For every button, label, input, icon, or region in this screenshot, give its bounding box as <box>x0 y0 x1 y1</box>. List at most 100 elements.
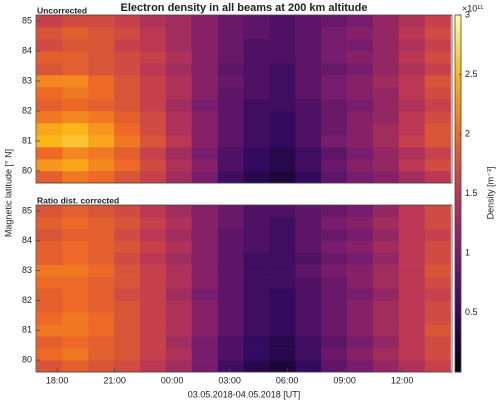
heatmap-cell <box>295 171 322 184</box>
colorbar-segment <box>455 205 461 212</box>
heatmap-cell <box>165 159 193 172</box>
heatmap-cell <box>62 228 89 242</box>
heatmap-cell <box>347 159 374 172</box>
heatmap-cell <box>62 135 89 148</box>
heatmap-cell <box>321 252 348 265</box>
heatmap-cell <box>217 205 244 218</box>
heatmap-cell <box>217 324 244 337</box>
heatmap-cell <box>424 276 451 289</box>
x-tick-label: 03:00 <box>218 375 241 385</box>
heatmap-cell <box>347 171 374 184</box>
heatmap-cell <box>36 312 63 325</box>
heatmap-cell <box>191 324 218 337</box>
colorbar-segment <box>455 360 461 367</box>
heatmap-cell <box>62 111 89 124</box>
y-tick-label: 84 <box>22 45 32 55</box>
heatmap-cell <box>398 27 425 40</box>
heatmap-cell <box>269 171 296 184</box>
heatmap-cell <box>217 147 244 160</box>
heatmap-cell <box>217 171 244 184</box>
heatmap-cell <box>243 147 270 160</box>
heatmap-cell <box>295 216 322 230</box>
heatmap-cell <box>321 228 348 242</box>
heatmap-cell <box>88 99 115 112</box>
heatmap-cell <box>88 159 115 172</box>
heatmap-cell <box>191 75 218 88</box>
heatmap-cell <box>36 39 63 52</box>
heatmap-cell <box>191 147 218 160</box>
heatmap-cell <box>243 27 270 40</box>
heatmap-cell <box>140 264 167 277</box>
colorbar-segment <box>455 187 461 194</box>
heatmap-cell <box>88 252 115 265</box>
heatmap-cell <box>140 75 167 88</box>
heatmap-cell <box>114 228 141 242</box>
heatmap-cell <box>140 216 167 230</box>
heatmap-cell <box>269 27 296 40</box>
heatmap-cell <box>36 159 63 172</box>
heatmap-cell <box>88 51 115 64</box>
heatmap-cell <box>62 288 89 301</box>
heatmap-cell <box>269 51 296 64</box>
x-tick-label: 06:00 <box>276 375 299 385</box>
heatmap-cell <box>36 228 63 242</box>
heatmap-cell <box>191 205 218 218</box>
heatmap-cell <box>398 99 425 112</box>
heatmap-cell <box>269 300 296 313</box>
x-tick-label: 00:00 <box>161 375 184 385</box>
heatmap-cell <box>140 288 167 301</box>
heatmap-cell <box>88 216 115 230</box>
heatmap-cell <box>88 264 115 277</box>
heatmap-cell <box>269 264 296 277</box>
heatmap-cell <box>269 336 296 349</box>
colorbar-tick-label: 3 <box>465 9 470 19</box>
heatmap-cell <box>295 205 322 218</box>
heatmap-cell <box>321 205 348 218</box>
colorbar-label: Density [m⁻³] <box>485 167 495 220</box>
heatmap-cell <box>36 336 63 349</box>
colorbar-segment <box>455 306 461 313</box>
heatmap-cell <box>424 27 451 40</box>
colorbar-segment <box>455 247 461 254</box>
y-tick-label: 82 <box>22 295 32 305</box>
colorbar-segment <box>455 110 461 117</box>
heatmap-cell <box>165 312 193 325</box>
heatmap-cell <box>372 264 400 277</box>
colorbar-segment <box>455 145 461 153</box>
heatmap-cell <box>217 312 244 325</box>
colorbar-segment <box>455 276 461 284</box>
heatmap-cell <box>62 336 89 349</box>
colorbar-exponent: ×10¹¹ <box>462 3 483 13</box>
heatmap-cell <box>114 27 141 40</box>
colorbar-segment <box>455 128 461 135</box>
heatmap-cell <box>295 252 322 265</box>
x-axis-label: 03.05.2018-04.05.2018 [UT] <box>188 389 301 399</box>
heatmap-cell <box>321 312 348 325</box>
colorbar-segment <box>455 175 461 183</box>
heatmap-cell <box>269 15 296 28</box>
heatmap-cell <box>398 159 425 172</box>
heatmap-cell <box>191 312 218 325</box>
heatmap-cell <box>372 171 400 184</box>
colorbar-segment <box>455 199 461 206</box>
colorbar-segment <box>455 235 461 242</box>
heatmap-cell <box>140 336 167 349</box>
heatmap-cell <box>114 348 141 361</box>
heatmap-cell <box>269 99 296 112</box>
heatmap-cell <box>372 51 400 64</box>
heatmap-cell <box>295 39 322 52</box>
heatmap-cell <box>36 135 63 148</box>
colorbar-segment <box>455 211 461 218</box>
heatmap-cell <box>295 360 322 373</box>
heatmap-cell <box>36 264 63 277</box>
heatmap-cell <box>424 123 451 136</box>
heatmap-cell <box>321 348 348 361</box>
heatmap-cell <box>140 111 167 124</box>
heatmap-cell <box>191 63 218 76</box>
heatmap-cell <box>191 27 218 40</box>
heatmap-cell <box>398 216 425 230</box>
heatmap-cell <box>243 252 270 265</box>
heatmap-cell <box>295 63 322 76</box>
heatmap-cell <box>372 147 400 160</box>
